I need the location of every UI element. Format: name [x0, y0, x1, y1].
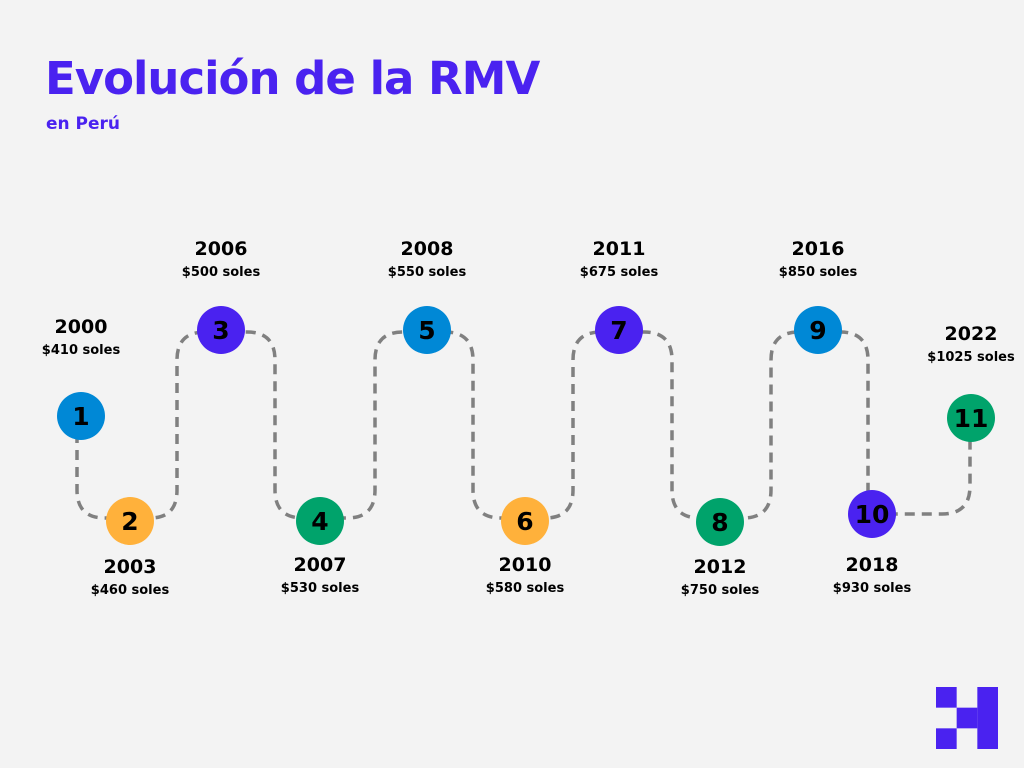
timeline-year: 2011 — [592, 238, 646, 260]
timeline-year: 2006 — [194, 238, 248, 260]
timeline-label: 2000 $410 soles — [42, 316, 120, 358]
timeline-value: $500 soles — [181, 265, 261, 280]
timeline-node-10: 10 — [848, 490, 896, 538]
timeline-label: 2006 $500 soles — [182, 238, 260, 280]
timeline-node-2: 2 — [106, 497, 154, 545]
timeline-label: 2012 $750 soles — [681, 556, 759, 598]
timeline-value: $580 soles — [485, 581, 565, 596]
timeline-node-1: 1 — [57, 392, 105, 440]
timeline-label: 2003 $460 soles — [91, 556, 169, 598]
timeline-year: 2012 — [693, 556, 747, 578]
timeline-label: 2011 $675 soles — [580, 238, 658, 280]
timeline-year: 2007 — [293, 554, 347, 576]
timeline-value: $750 soles — [680, 583, 760, 598]
timeline-node-7: 7 — [595, 306, 643, 354]
timeline-node-9: 9 — [794, 306, 842, 354]
page-title: Evolución de la RMV — [45, 52, 540, 105]
timeline-node-6: 6 — [501, 497, 549, 545]
timeline-label: 2010 $580 soles — [486, 554, 564, 596]
timeline-value: $1025 soles — [927, 350, 1015, 365]
timeline-value: $530 soles — [280, 581, 360, 596]
timeline-node-5: 5 — [403, 306, 451, 354]
timeline-label: 2008 $550 soles — [388, 238, 466, 280]
timeline-value: $675 soles — [579, 265, 659, 280]
timeline-value: $930 soles — [832, 581, 912, 596]
brand-logo — [936, 687, 998, 749]
timeline-year: 2018 — [845, 554, 899, 576]
timeline-node-11: 11 — [947, 394, 995, 442]
timeline-label: 2007 $530 soles — [281, 554, 359, 596]
timeline-value: $460 soles — [90, 583, 170, 598]
timeline-value: $410 soles — [41, 343, 121, 358]
timeline-value: $850 soles — [778, 265, 858, 280]
timeline-year: 2022 — [944, 323, 998, 345]
timeline-label: 2018 $930 soles — [833, 554, 911, 596]
timeline-label: 2016 $850 soles — [779, 238, 857, 280]
timeline-year: 2008 — [400, 238, 454, 260]
page-subtitle: en Perú — [46, 114, 121, 134]
timeline-node-8: 8 — [696, 498, 744, 546]
timeline-year: 2003 — [103, 556, 157, 578]
timeline-year: 2010 — [498, 554, 552, 576]
timeline-node-4: 4 — [296, 497, 344, 545]
timeline-year: 2000 — [54, 316, 108, 338]
timeline-year: 2016 — [791, 238, 845, 260]
timeline-node-3: 3 — [197, 306, 245, 354]
timeline-value: $550 soles — [387, 265, 467, 280]
timeline-label: 2022 $1025 soles — [927, 323, 1014, 365]
